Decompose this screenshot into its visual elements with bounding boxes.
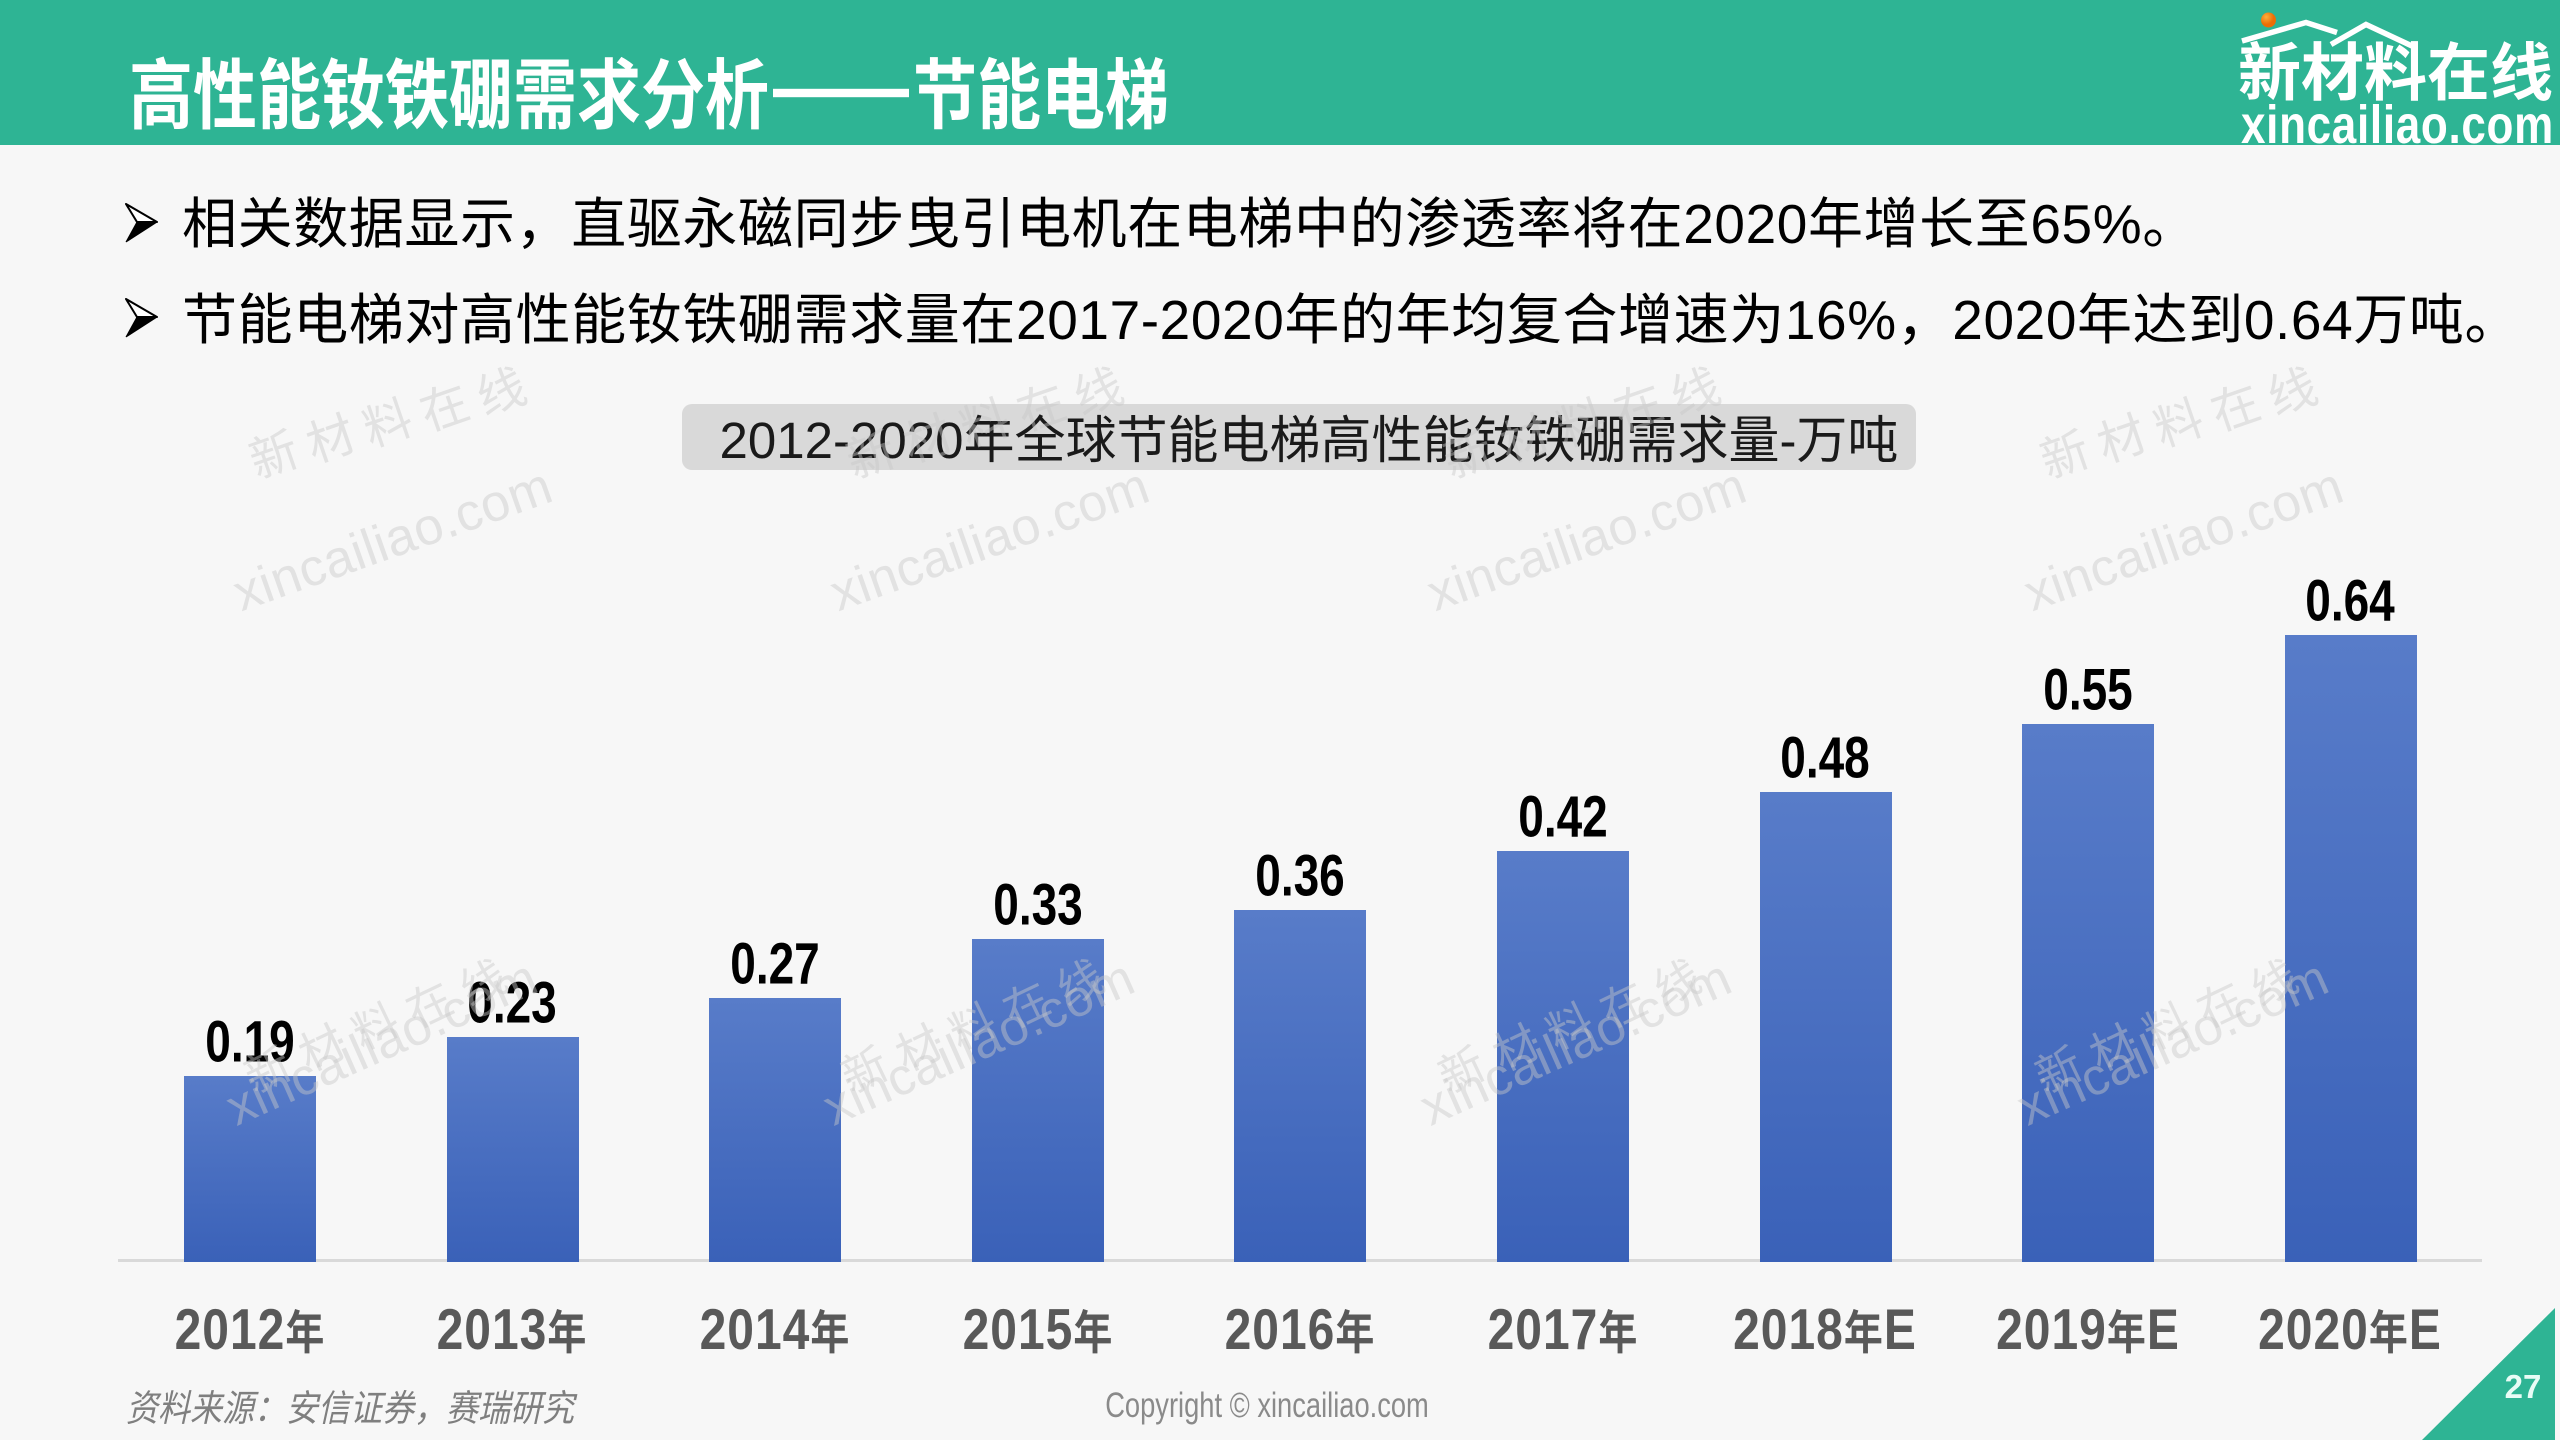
svg-text:xincailiao.com: xincailiao.com [2241, 96, 2554, 155]
svg-text:新材料在线: 新材料在线 [2238, 23, 2553, 114]
